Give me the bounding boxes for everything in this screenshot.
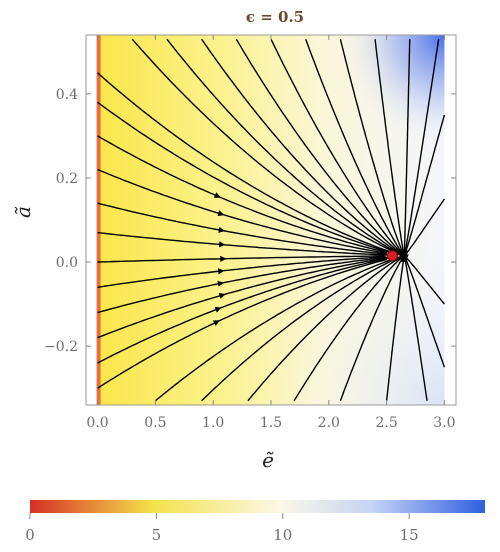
colorbar-tick-label: 15	[400, 526, 419, 544]
colorbar-tick-label: 10	[273, 526, 292, 544]
streamline-arrow	[213, 192, 221, 198]
x-tick-label: 2.0	[318, 415, 340, 431]
streamline-arrow	[220, 255, 227, 262]
streamlines	[97, 38, 446, 402]
y-axis-ticks: −0.2 0.0 0.2 0.4	[44, 87, 456, 355]
streamline	[97, 256, 387, 314]
streamline	[97, 231, 388, 256]
streamline	[97, 202, 389, 256]
colorbar-tick-label: 5	[152, 526, 162, 544]
streamline-arrow	[214, 306, 222, 313]
y-tick-label: −0.2	[44, 339, 78, 355]
streamline-arrow	[218, 293, 226, 299]
streamline-arrow	[217, 280, 225, 287]
field-background	[86, 35, 456, 405]
y-tick-label: 0.2	[56, 171, 78, 187]
x-tick-label: 1.5	[260, 415, 282, 431]
streamline-arrow	[217, 268, 225, 275]
x-tick-label: 3.0	[433, 415, 455, 431]
x-axis-ticks: 0.0 0.5 1.0 1.5 2.0 2.5 3.0	[86, 35, 456, 431]
x-axis-label: ẽ	[262, 448, 274, 472]
fixed-point-marker	[386, 250, 398, 262]
y-tick-label: 0.4	[56, 87, 78, 103]
x-tick-label: 0.5	[144, 415, 166, 431]
x-tick-label: 1.0	[202, 415, 224, 431]
streamline	[97, 257, 389, 339]
streamline	[97, 258, 388, 364]
streamline-arrow	[219, 241, 226, 248]
colorbar	[30, 500, 485, 513]
streamline-arrow	[218, 226, 226, 233]
streamline	[97, 135, 388, 254]
x-tick-label: 2.5	[375, 415, 397, 431]
streamline-arrow	[213, 320, 220, 326]
streamline	[97, 256, 386, 288]
x-tick-label: 0.0	[86, 415, 108, 431]
streamline	[97, 168, 387, 254]
streamline	[97, 258, 388, 389]
y-tick-label: 0.0	[56, 255, 78, 271]
streamline	[97, 255, 385, 263]
streamline-arrow	[401, 252, 408, 260]
streamline-arrow	[217, 210, 225, 217]
colorbar-ticks: 0 5 10 15	[25, 513, 419, 544]
chart-title: ϵ = 0.5	[246, 8, 304, 26]
colorbar-tick-label: 0	[25, 526, 35, 544]
y-axis-label: ã	[11, 206, 35, 218]
